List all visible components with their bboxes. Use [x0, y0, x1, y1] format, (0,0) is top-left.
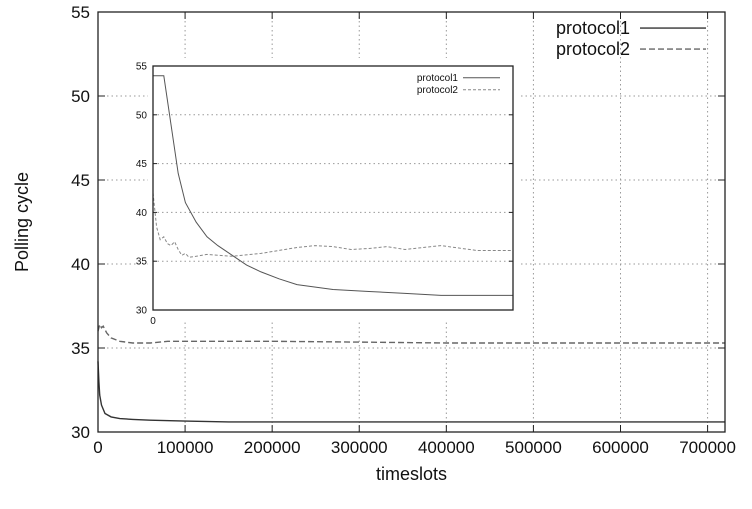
inset-legend-label-protocol2: protocol2: [417, 85, 459, 96]
inset-y-tick-label: 55: [136, 62, 148, 73]
main-x-tick-label: 200000: [244, 438, 301, 457]
main-y-axis-title: Polling cycle: [12, 172, 32, 272]
main-y-tick-label: 45: [71, 171, 90, 190]
inset-series-line-protocol2: [152, 192, 513, 258]
main-x-tick-label: 0: [93, 438, 102, 457]
main-x-tick-label: 700000: [679, 438, 736, 457]
main-legend-label-protocol2: protocol2: [556, 39, 630, 59]
main-x-tick-label: 600000: [592, 438, 649, 457]
main-legend-label-protocol1: protocol1: [556, 18, 630, 38]
main-y-tick-label: 55: [71, 3, 90, 22]
main-plot-frame: [97, 11, 726, 433]
main-y-tick-label: 50: [71, 87, 90, 106]
inset-plot-area: [153, 66, 513, 310]
inset-y-tick-label: 30: [136, 306, 148, 317]
main-series-line-protocol2: [97, 322, 725, 344]
inset-y-tick-label: 45: [136, 159, 148, 170]
inset-x-tick-label: 0: [150, 316, 156, 327]
main-x-tick-label: 300000: [331, 438, 388, 457]
main-y-tick-label: 35: [71, 339, 90, 358]
main-x-axis-title: timeslots: [376, 464, 447, 484]
inset-y-tick-label: 50: [136, 110, 148, 121]
main-y-tick-label: 40: [71, 255, 90, 274]
main-series-line-protocol1: [97, 361, 725, 423]
main-x-tick-label: 100000: [157, 438, 214, 457]
inset-y-tick-label: 35: [136, 257, 148, 268]
inset-plot-frame: [152, 65, 514, 311]
inset-legend-label-protocol1: protocol1: [417, 73, 459, 84]
main-y-tick-label: 30: [71, 423, 90, 442]
inset-y-tick-label: 40: [136, 208, 148, 219]
main-x-tick-label: 400000: [418, 438, 475, 457]
main-x-tick-label: 500000: [505, 438, 562, 457]
inset-series-line-protocol1: [153, 75, 513, 296]
